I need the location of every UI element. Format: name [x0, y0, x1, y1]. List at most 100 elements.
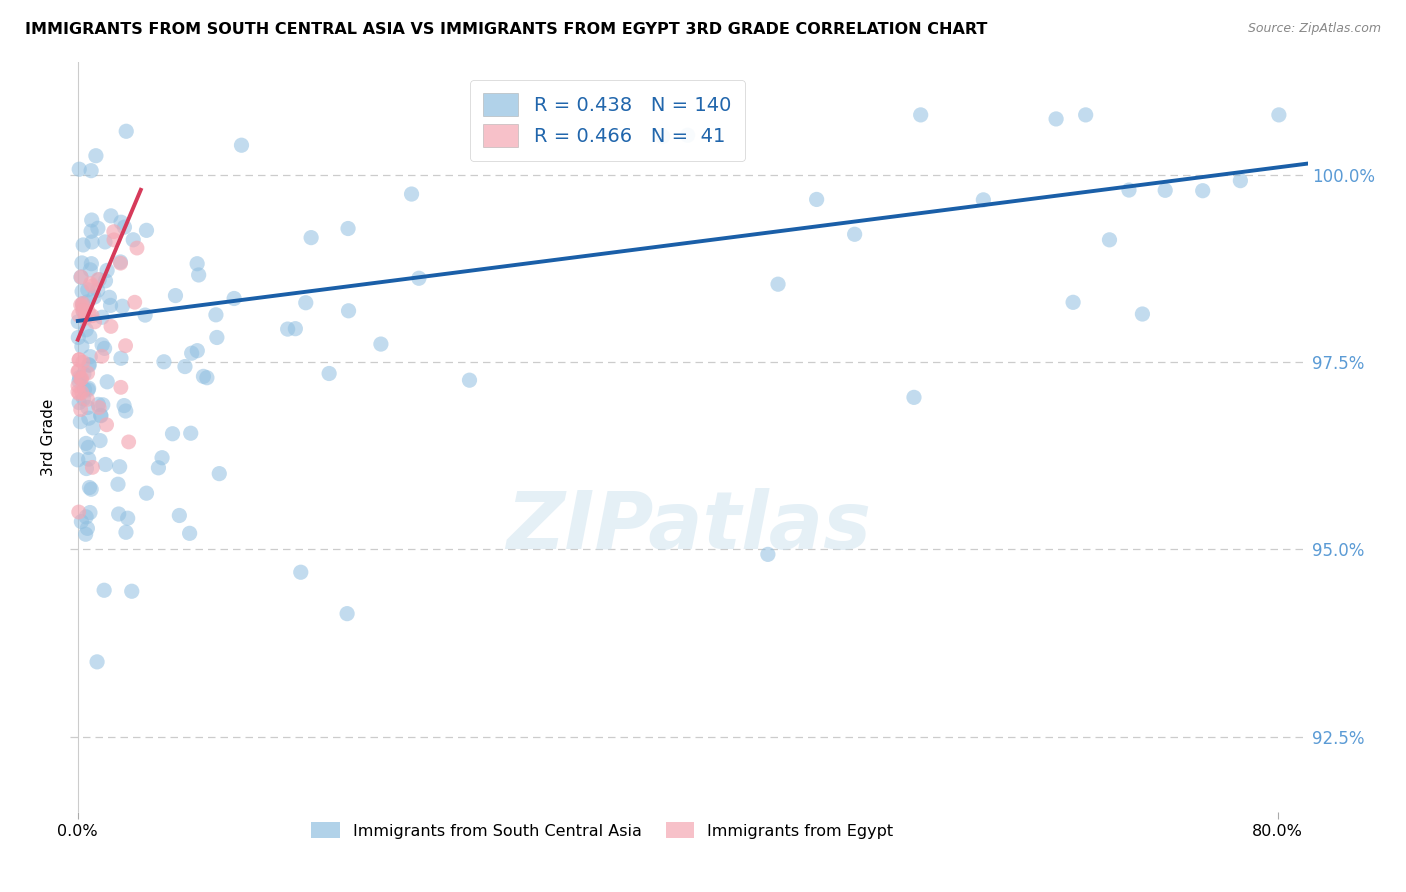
Point	[121, 584, 143, 599]
Point	[337, 303, 360, 318]
Point	[336, 607, 359, 621]
Point	[72, 304, 94, 318]
Point	[70, 256, 93, 270]
Point	[112, 220, 135, 235]
Point	[76, 392, 98, 407]
Point	[205, 308, 228, 322]
Point	[75, 527, 97, 541]
Point	[96, 375, 118, 389]
Point	[79, 481, 101, 495]
Point	[91, 310, 114, 325]
Point	[79, 263, 101, 277]
Point	[110, 380, 132, 394]
Point	[75, 509, 97, 524]
Point	[756, 547, 779, 561]
Point	[86, 283, 108, 297]
Point	[337, 221, 360, 235]
Point	[114, 404, 136, 418]
Point	[90, 409, 112, 423]
Point	[89, 401, 111, 415]
Point	[766, 277, 789, 292]
Point	[134, 308, 156, 322]
Point	[76, 521, 98, 535]
Point	[82, 421, 104, 435]
Point	[135, 486, 157, 500]
Point	[96, 263, 118, 277]
Point	[290, 566, 312, 580]
Point	[193, 369, 215, 384]
Point	[107, 477, 129, 491]
Legend: Immigrants from South Central Asia, Immigrants from Egypt: Immigrants from South Central Asia, Immi…	[305, 816, 900, 845]
Point	[72, 392, 94, 406]
Point	[186, 343, 208, 358]
Point	[80, 163, 103, 178]
Point	[80, 309, 103, 323]
Point	[294, 295, 316, 310]
Point	[77, 358, 100, 372]
Point	[79, 350, 101, 364]
Point	[76, 401, 98, 415]
Point	[153, 355, 176, 369]
Point	[84, 149, 107, 163]
Point	[77, 305, 100, 319]
Point	[69, 370, 91, 384]
Point	[70, 371, 93, 385]
Point	[82, 460, 104, 475]
Point	[122, 233, 145, 247]
Point	[94, 458, 117, 472]
Point	[77, 441, 100, 455]
Point	[70, 339, 93, 353]
Point	[174, 359, 197, 374]
Point	[67, 505, 90, 519]
Point	[67, 162, 90, 177]
Point	[110, 351, 132, 366]
Point	[66, 364, 89, 378]
Point	[69, 298, 91, 312]
Point	[67, 308, 90, 322]
Point	[91, 398, 114, 412]
Point	[87, 221, 110, 235]
Point	[972, 193, 994, 207]
Text: ZIPatlas: ZIPatlas	[506, 488, 872, 566]
Point	[70, 385, 93, 400]
Point	[73, 367, 96, 381]
Point	[72, 238, 94, 252]
Point	[844, 227, 866, 242]
Point	[180, 426, 202, 441]
Point	[458, 373, 481, 387]
Point	[370, 337, 392, 351]
Point	[98, 290, 121, 304]
Point	[72, 296, 94, 310]
Point	[96, 417, 118, 432]
Point	[82, 279, 104, 293]
Point	[103, 233, 125, 247]
Point	[67, 387, 90, 401]
Point	[79, 329, 101, 343]
Point	[70, 285, 93, 299]
Point	[94, 274, 117, 288]
Point	[284, 321, 307, 335]
Point	[111, 299, 134, 313]
Point	[80, 482, 103, 496]
Point	[76, 294, 98, 309]
Point	[112, 399, 135, 413]
Point	[90, 409, 112, 423]
Point	[91, 338, 114, 352]
Point	[67, 352, 90, 367]
Point	[79, 506, 101, 520]
Point	[150, 450, 173, 465]
Point	[100, 319, 122, 334]
Point	[75, 436, 97, 450]
Point	[1229, 174, 1251, 188]
Point	[80, 257, 103, 271]
Point	[66, 452, 89, 467]
Point	[179, 526, 201, 541]
Point	[318, 367, 340, 381]
Point	[1268, 108, 1291, 122]
Point	[93, 342, 115, 356]
Point	[118, 434, 141, 449]
Point	[1118, 183, 1140, 197]
Point	[67, 352, 90, 367]
Point	[107, 507, 129, 521]
Point	[135, 223, 157, 237]
